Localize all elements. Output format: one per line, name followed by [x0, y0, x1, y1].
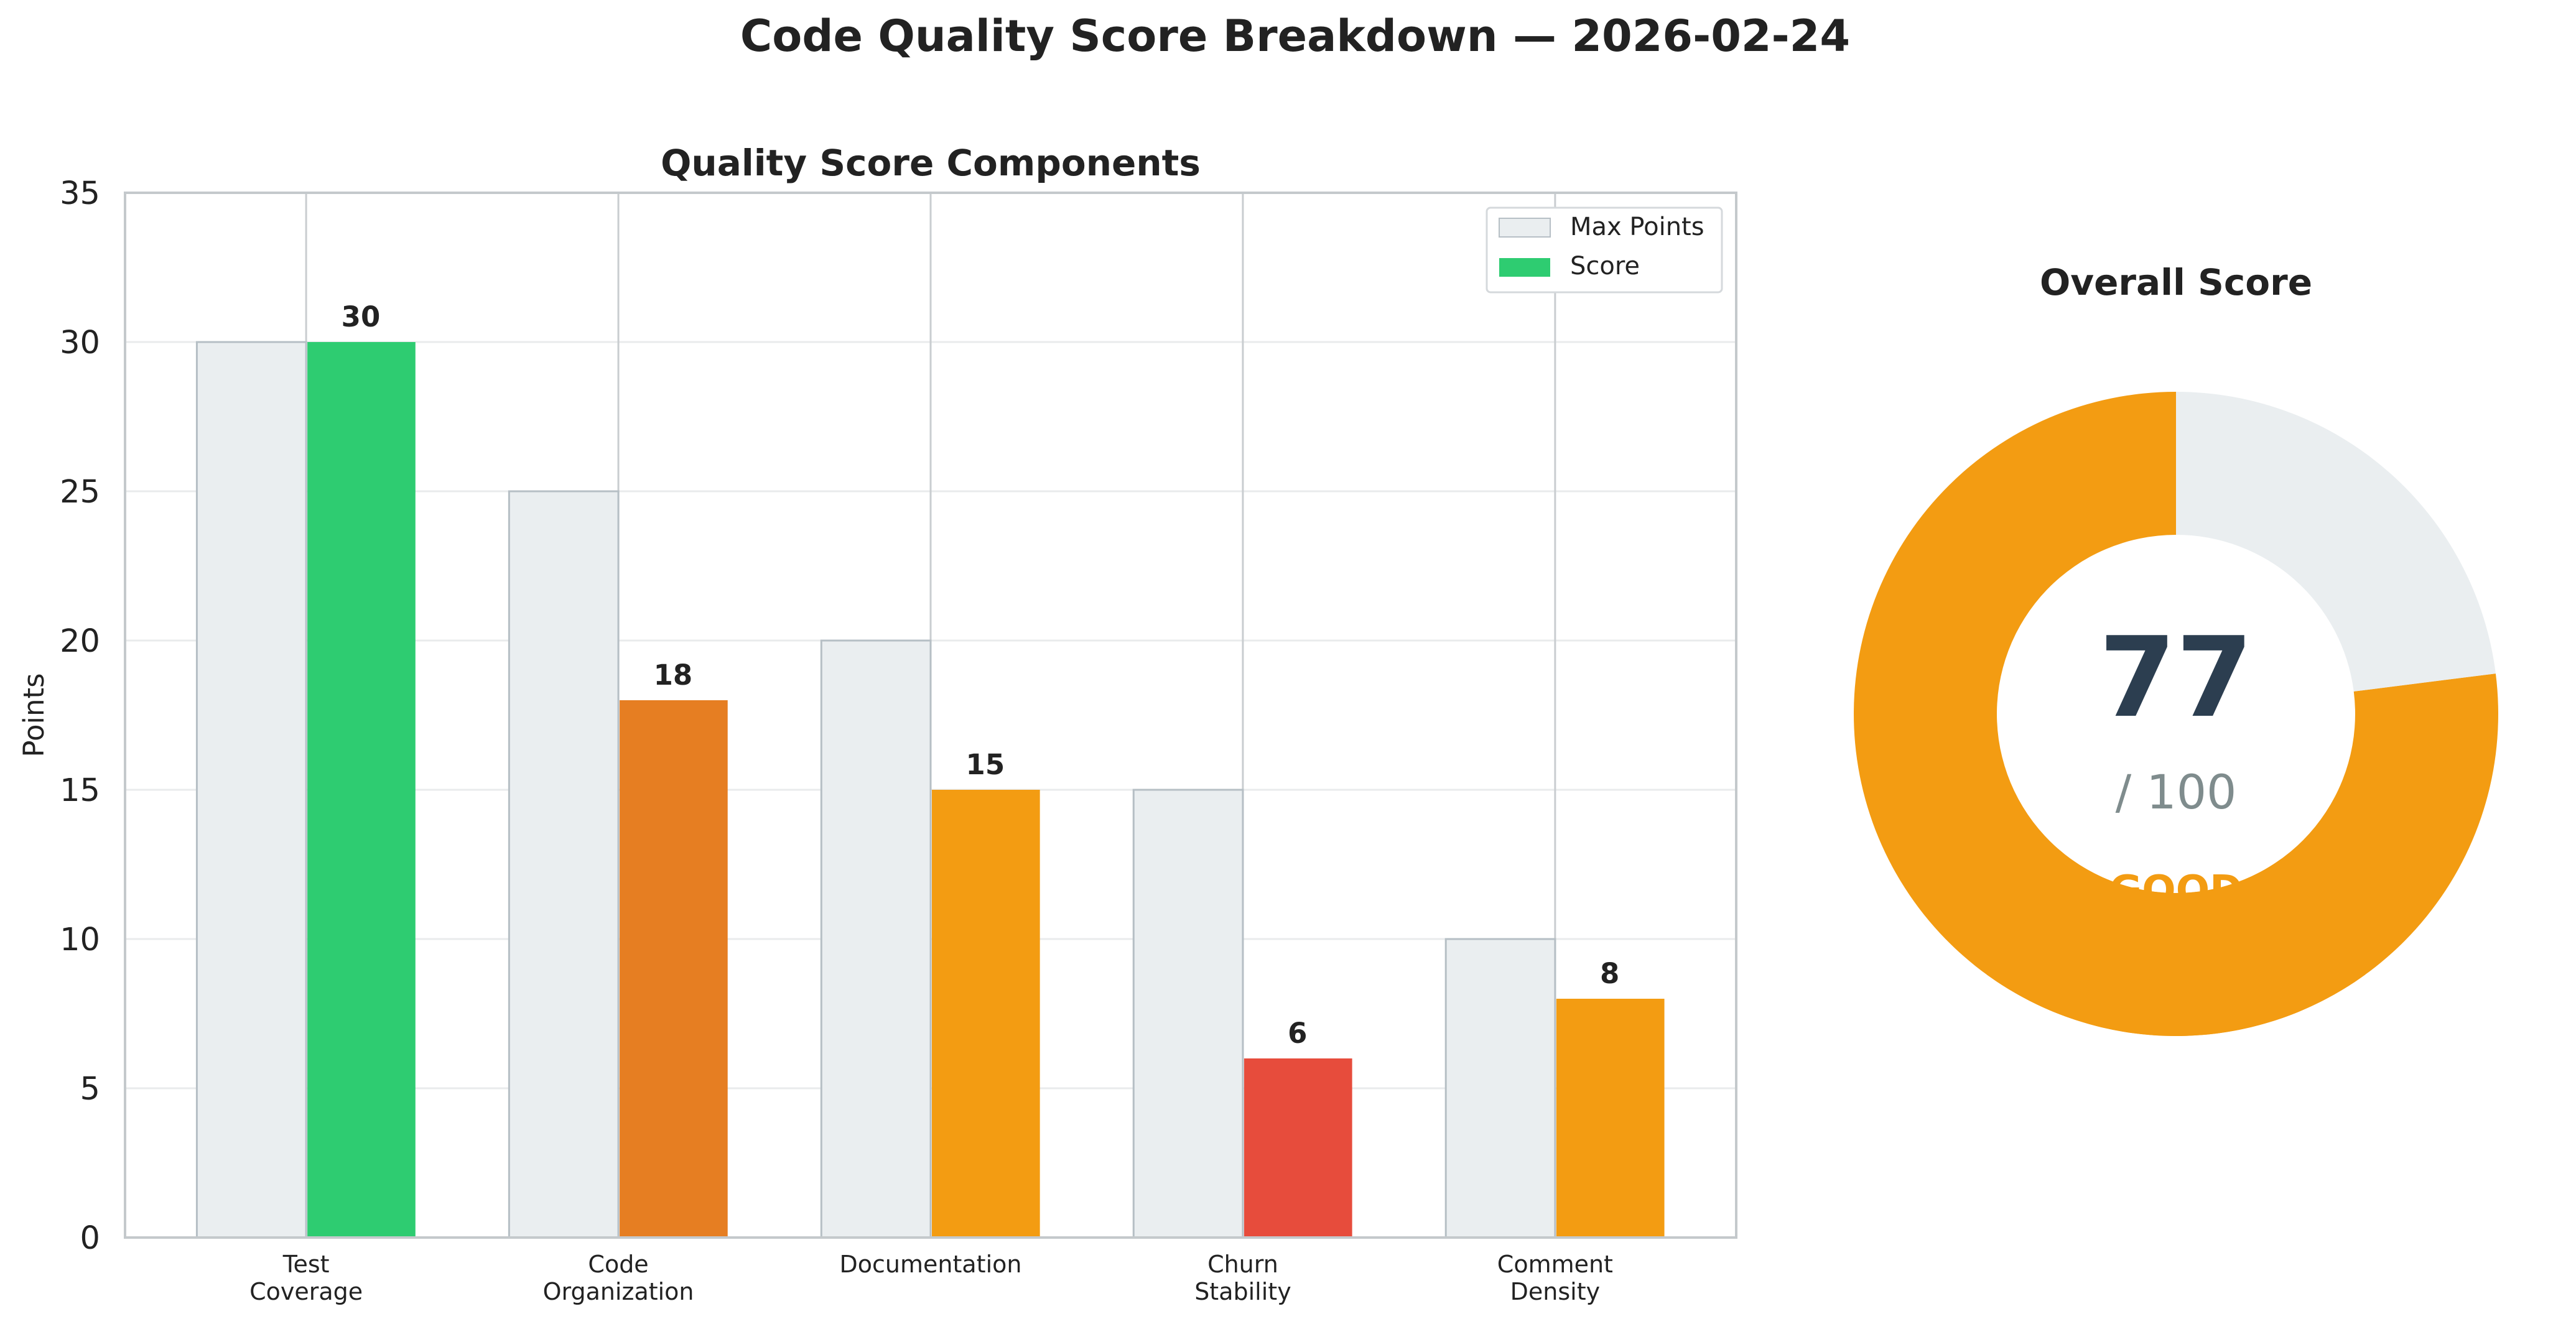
score-bar	[620, 700, 728, 1238]
y-tick-label: 0	[80, 1220, 100, 1257]
legend: Max Points Score	[1486, 206, 1723, 294]
gauge-slice-remaining	[2176, 392, 2496, 692]
score-bar	[1244, 1058, 1352, 1238]
bar-chart-title: Quality Score Components	[661, 142, 1201, 184]
figure-title: Code Quality Score Breakdown — 2026-02-2…	[740, 11, 1850, 62]
y-tick-labels: 0 5 10 15 20 25 30 35	[60, 175, 100, 1257]
y-tick-label: 30	[60, 325, 100, 361]
max-points-bar	[820, 639, 932, 1239]
score-bar	[1556, 999, 1665, 1238]
y-tick-label: 20	[60, 623, 100, 660]
score-value-label: 8	[1600, 957, 1619, 990]
legend-swatch-max-points	[1499, 218, 1551, 238]
bar-value-labels: 30 18 15 6 8	[342, 300, 1620, 1050]
x-tick-label: Comment Density	[1497, 1251, 1613, 1305]
bar-chart-panel: Quality Score Components 30 18 15 6 8 0 5 10 15…	[17, 142, 1737, 1305]
score-value-label: 30	[342, 300, 381, 333]
gauge-ring-overlap	[1986, 858, 2366, 1036]
score-value-label: 18	[654, 659, 693, 692]
score-value-label: 15	[966, 748, 1005, 781]
score-bar	[932, 790, 1040, 1238]
max-points-bar	[195, 341, 307, 1239]
legend-label-score: Score	[1570, 252, 1640, 280]
x-tick-label: Documentation	[840, 1251, 1022, 1278]
y-tick-label: 35	[60, 175, 100, 212]
overall-score-panel: Overall Score 77 / 100 GOOD	[1854, 261, 2499, 1036]
max-points-bar	[508, 490, 620, 1239]
y-tick-label: 5	[80, 1071, 100, 1108]
plot-area-frame	[124, 192, 1737, 1239]
x-tick-label: Churn Stability	[1194, 1251, 1291, 1305]
x-tick-label: Code Organization	[543, 1251, 694, 1305]
gauge-title: Overall Score	[2040, 261, 2312, 303]
gauge-slice-score	[1854, 392, 2499, 1036]
y-axis-label: Points	[17, 673, 50, 757]
x-tick-labels: Test Coverage Code Organization Documentatio…	[249, 1251, 1613, 1305]
max-points-bar	[1132, 789, 1244, 1239]
gauge-ring	[1854, 392, 2499, 1036]
overall-score-max: / 100	[2116, 764, 2237, 820]
x-tick-label: Test Coverage	[249, 1251, 363, 1305]
y-tick-label: 25	[60, 474, 100, 511]
overall-score-value: 77	[2099, 613, 2253, 742]
score-value-label: 6	[1288, 1017, 1307, 1050]
bar-marks	[195, 341, 1665, 1239]
legend-label-max-points: Max Points	[1570, 213, 1704, 241]
y-tick-label: 10	[60, 922, 100, 958]
max-points-bar	[1444, 938, 1556, 1239]
legend-swatch-score	[1499, 258, 1550, 277]
y-tick-label: 15	[60, 772, 100, 809]
score-bar	[307, 342, 416, 1238]
